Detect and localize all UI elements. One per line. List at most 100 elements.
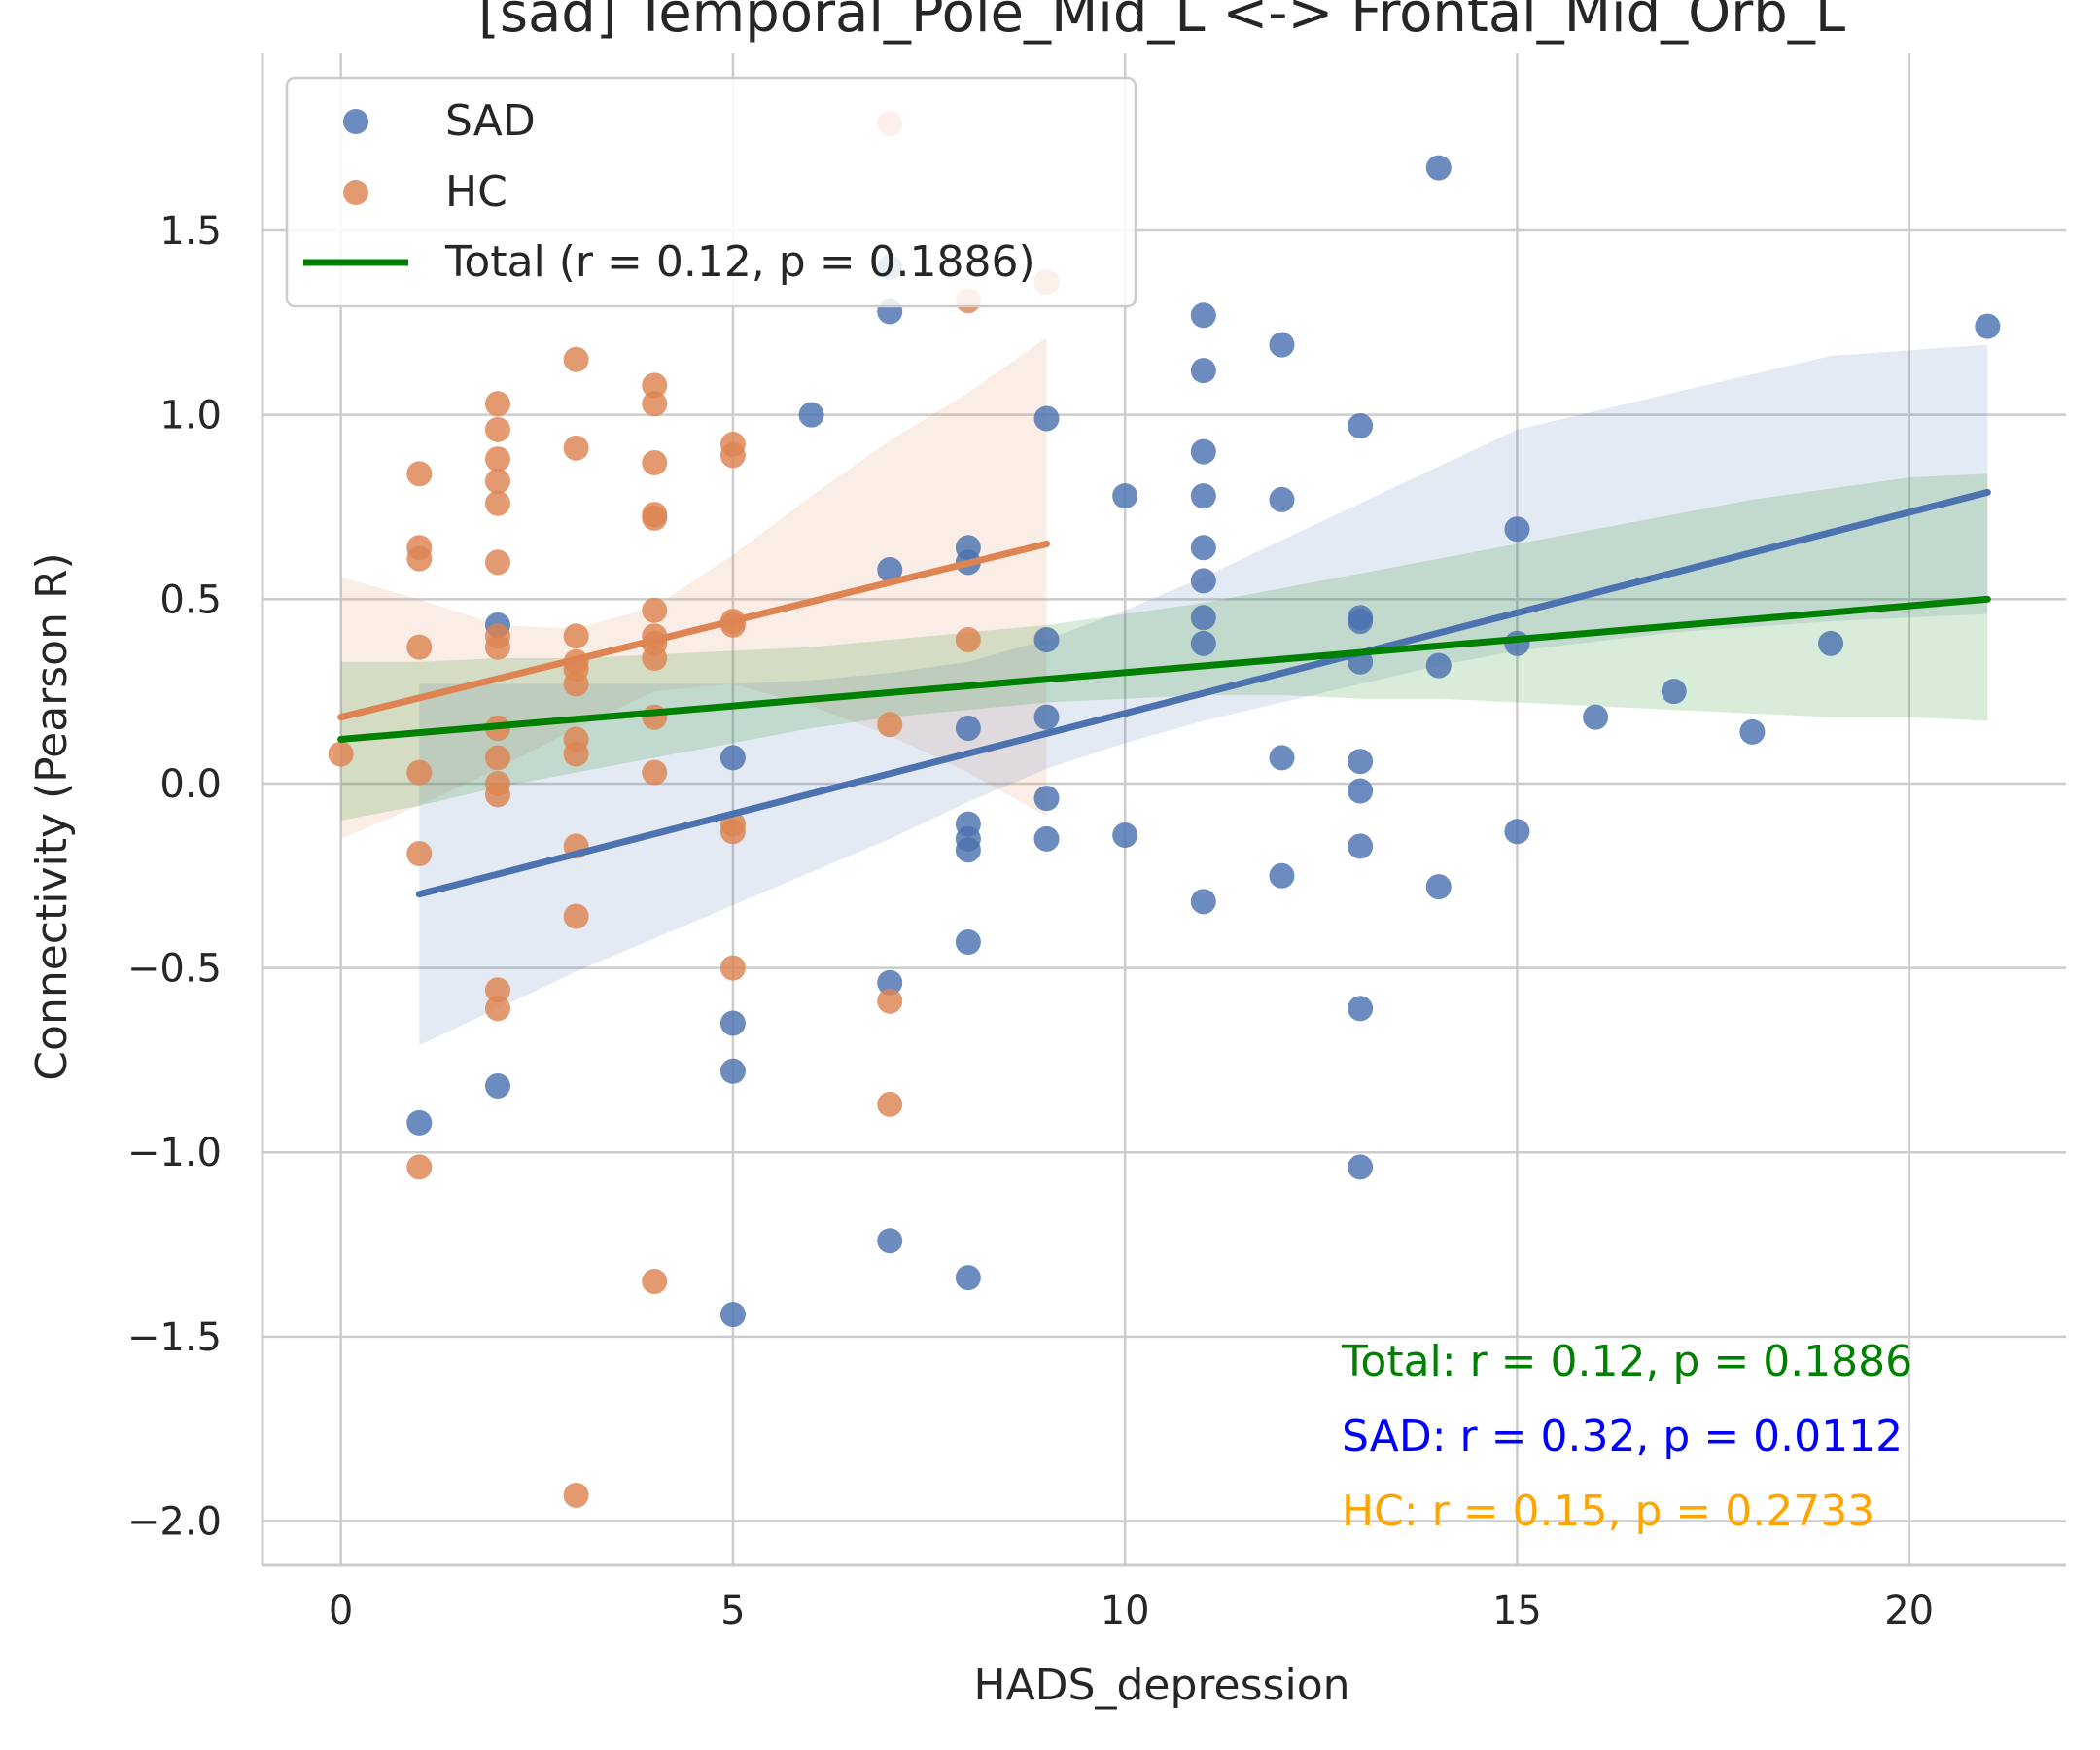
point-sad [1348,833,1374,859]
point-sad [1661,679,1687,705]
point-sad [955,1265,981,1291]
stat-sad: SAD: r = 0.32, p = 0.0112 [1342,1412,1903,1461]
point-hc [406,634,433,660]
legend-marker-sad [343,109,368,134]
y-tick-label: 1.0 [159,394,222,438]
point-sad [1739,718,1766,745]
point-hc [484,745,510,771]
point-hc [642,646,668,671]
point-hc [484,782,510,808]
point-sad [877,556,903,582]
point-sad [798,402,824,428]
regression-lines [337,488,1991,898]
point-sad [1348,609,1374,635]
stat-total: Total: r = 0.12, p = 0.1886 [1341,1337,1912,1386]
fit-line-total [337,595,1991,743]
point-hc [406,1154,433,1180]
point-sad [1190,483,1216,509]
point-sad [1269,486,1295,512]
point-sad [1269,862,1295,889]
point-sad [955,837,981,863]
point-hc [877,988,903,1014]
legend-label-total: Total (r = 0.12, p = 0.1886) [444,237,1035,287]
y-tick-label: 0.5 [159,578,222,622]
point-hc [642,449,668,475]
point-sad [1033,825,1060,852]
point-sad [1190,358,1216,384]
point-hc [719,442,746,469]
point-sad [719,1010,746,1036]
axis-spines [261,53,2066,1567]
point-sad [1425,874,1452,900]
legend-label-hc: HC [445,167,508,217]
point-sad [1504,819,1530,845]
y-axis-label: Connectivity (Pearson R) [27,552,77,1080]
chart-title: [sad] Temporal_Pole_Mid_L <-> Frontal_Mi… [478,0,1845,45]
point-hc [484,468,510,494]
y-tick-label: 0.0 [159,762,222,807]
point-hc [955,627,981,653]
point-hc [406,461,433,487]
x-axis-label: HADS_depression [974,1661,1350,1710]
x-tick-label: 10 [1101,1589,1150,1633]
point-hc [563,346,589,372]
point-hc [563,1482,589,1508]
point-sad [1348,749,1374,775]
y-tick-label: −0.5 [127,947,222,992]
legend: SAD HC Total (r = 0.12, p = 0.1886) [285,76,1138,308]
point-hc [719,955,746,981]
point-hc [563,623,589,649]
point-hc [484,996,510,1022]
point-hc [642,372,668,399]
point-sad [1033,786,1060,812]
point-sad [1112,483,1138,509]
point-sad [1425,652,1452,679]
point-sad [1190,630,1216,656]
point-sad [1112,822,1138,849]
y-tick-label: −1.5 [127,1315,222,1360]
point-hc [642,1268,668,1294]
point-hc [484,416,510,442]
x-tick-label: 20 [1884,1589,1934,1633]
point-sad [1033,704,1060,730]
point-sad [1190,568,1216,594]
y-tick-label: −1.0 [127,1131,222,1175]
point-hc [406,841,433,867]
point-hc [642,505,668,531]
point-sad [1269,332,1295,358]
point-sad [1033,627,1060,653]
point-hc [484,977,510,1003]
point-hc [484,490,510,516]
point-hc [642,597,668,623]
point-hc [484,634,510,660]
point-sad [955,716,981,742]
x-tick-label: 15 [1492,1589,1542,1633]
point-sad [1504,630,1530,656]
point-sad [484,1072,510,1099]
point-hc [406,759,433,786]
stat-annotations: Total: r = 0.12, p = 0.1886 SAD: r = 0.3… [1341,1337,1912,1536]
stat-hc: HC: r = 0.15, p = 0.2733 [1342,1487,1874,1536]
point-sad [719,1058,746,1084]
point-sad [719,1302,746,1328]
point-sad [1190,302,1216,329]
fit-line-hc [337,540,1051,721]
point-sad [1425,155,1452,181]
point-hc [563,741,589,767]
point-sad [406,1109,433,1136]
y-tick-label: 1.5 [159,209,222,254]
tick-labels: 0 5 10 15 20 −2.0 −1.5 −1.0 −0.5 0.0 0.5 1.0 1.5 [127,209,1934,1633]
point-sad [1190,535,1216,561]
point-hc [642,759,668,786]
point-sad [1348,413,1374,439]
legend-box [285,76,1138,308]
point-hc [484,446,510,472]
point-hc [406,545,433,572]
x-tick-label: 0 [329,1589,353,1633]
point-sad [1269,745,1295,771]
point-sad [1190,605,1216,631]
ci-band-hc [340,337,1047,839]
point-hc [484,391,510,417]
point-hc [484,549,510,576]
